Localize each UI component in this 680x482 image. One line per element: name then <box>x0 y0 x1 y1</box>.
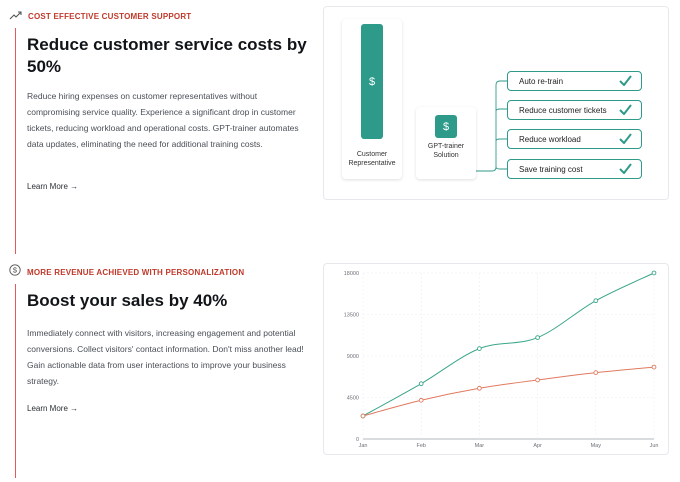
check-icon <box>619 133 632 144</box>
series-line <box>362 272 655 417</box>
learn-more-link[interactable]: Learn More → <box>27 182 79 191</box>
sales-chart-card: 0 4500 9000 13500 18000 Jan Feb Mar Apr May Jun <box>323 263 669 455</box>
section-accent-line <box>15 284 16 478</box>
section-description: Immediately connect with visitors, incre… <box>27 328 304 386</box>
benefit-pill: Reduce workload <box>507 129 642 149</box>
svg-text:$: $ <box>13 266 18 275</box>
benefit-label: Reduce customer tickets <box>519 105 607 115</box>
sales-line-chart: 0 4500 9000 13500 18000 Jan Feb Mar Apr May Jun <box>344 270 659 449</box>
y-tick-label: 0 <box>356 437 359 443</box>
data-point <box>651 270 657 276</box>
series-line <box>362 366 655 417</box>
data-point <box>477 385 482 391</box>
y-tick-label: 4500 <box>347 396 359 402</box>
data-point <box>418 397 424 403</box>
benefit-label: Save training cost <box>519 164 583 174</box>
benefit-label: Reduce workload <box>519 134 581 144</box>
section-description: Reduce hiring expenses on customer repre… <box>27 91 299 149</box>
check-icon <box>619 163 632 174</box>
dollar-circle-icon: $ <box>9 263 21 281</box>
check-icon <box>619 104 632 115</box>
eyebrow-text: COST EFFECTIVE CUSTOMER SUPPORT <box>28 11 192 21</box>
connector-lines <box>476 80 507 172</box>
data-point <box>535 377 540 383</box>
gpt-trainer-box: $ GPT-trainer Solution <box>416 107 476 179</box>
x-tick-label: Apr <box>533 443 542 449</box>
rep-label: Customer Representative <box>348 151 396 167</box>
rep-cost-bar: $ <box>361 24 383 139</box>
x-tick-label: Feb <box>416 443 425 449</box>
learn-more-link[interactable]: Learn More → <box>27 404 79 413</box>
gpt-label: GPT-trainer Solution <box>427 143 465 159</box>
dollar-icon: $ <box>368 75 376 88</box>
y-tick-label: 9000 <box>347 354 359 360</box>
data-point <box>651 364 657 370</box>
dollar-icon: $ <box>442 120 450 133</box>
trending-up-icon <box>9 7 22 25</box>
benefit-pill: Reduce customer tickets <box>507 100 642 120</box>
y-tick-label: 18000 <box>344 271 359 277</box>
benefit-label: Auto re-train <box>519 76 564 86</box>
x-tick-label: Mar <box>475 443 485 449</box>
section-title: Boost your sales by 40% <box>27 291 228 310</box>
section-eyebrow: COST EFFECTIVE CUSTOMER SUPPORT <box>9 7 191 25</box>
section-title: Reduce customer service costs by 50% <box>27 35 307 76</box>
data-point <box>418 381 424 387</box>
y-tick-label: 13500 <box>344 313 359 319</box>
data-point <box>477 346 482 351</box>
eyebrow-text: MORE REVENUE ACHIEVED WITH PERSONALIZATI… <box>27 267 245 277</box>
benefit-pill: Save training cost <box>507 159 642 179</box>
benefit-pill: Auto re-train <box>507 71 642 91</box>
data-point <box>593 298 599 304</box>
section-eyebrow: $ MORE REVENUE ACHIEVED WITH PERSONALIZA… <box>9 263 244 281</box>
x-tick-label: Jan <box>359 443 368 449</box>
cost-diagram-card: $ Customer Representative $ GPT-trainer … <box>323 6 669 200</box>
x-tick-label: Jun <box>650 443 659 449</box>
section-accent-line <box>15 28 16 254</box>
check-icon <box>619 75 632 86</box>
customer-rep-box: $ Customer Representative <box>342 19 402 179</box>
data-point <box>535 335 540 340</box>
data-point <box>360 413 366 419</box>
gpt-cost-bar: $ <box>435 115 457 138</box>
data-point <box>593 370 599 375</box>
x-tick-label: May <box>591 443 602 449</box>
